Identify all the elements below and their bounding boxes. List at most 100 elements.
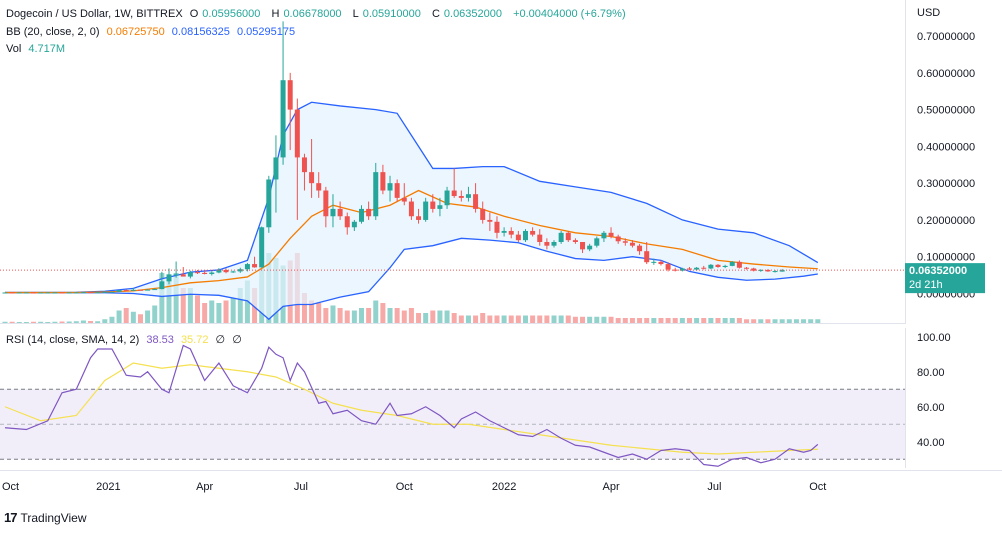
candle: [729, 261, 735, 266]
candle: [373, 172, 379, 217]
rsi-axis[interactable]: 100.00 80.00 60.00 40.00: [905, 328, 1002, 468]
price-tick-label: 0.70000000: [917, 31, 975, 43]
candle: [715, 264, 721, 268]
volume-bar: [665, 318, 671, 323]
volume-bar: [487, 315, 493, 323]
legend-bb[interactable]: BB (20, close, 2, 0) 0.06725750 0.081563…: [6, 25, 299, 39]
candle: [444, 190, 450, 206]
bb-basis-value: 0.06725750: [106, 26, 165, 38]
rsi-tick-label: 60.00: [917, 402, 945, 414]
candle: [244, 264, 250, 270]
volume-bar: [301, 293, 307, 323]
volume-bar: [772, 319, 778, 323]
candle: [145, 289, 151, 291]
volume-bar: [145, 310, 151, 323]
volume-bar: [80, 320, 86, 323]
volume-bar: [465, 315, 471, 323]
candle: [16, 292, 22, 294]
volume-bar: [530, 315, 536, 323]
candle: [216, 269, 222, 273]
volume-bar: [31, 321, 37, 323]
brand-name[interactable]: TradingView: [20, 510, 87, 525]
candle: [708, 264, 714, 269]
price-tick-label: 0.20000000: [917, 215, 975, 227]
candle: [80, 292, 86, 294]
volume-bar: [344, 310, 350, 323]
tradingview-logo-icon[interactable]: 17: [4, 510, 18, 525]
candle: [38, 292, 44, 294]
volume-bar: [380, 303, 386, 323]
candle: [123, 290, 129, 292]
candle: [480, 208, 486, 220]
candle: [102, 291, 108, 293]
volume-bar: [708, 318, 714, 323]
volume-bar: [387, 308, 393, 323]
price-pane[interactable]: [0, 0, 905, 324]
open-value: 0.05956000: [202, 8, 261, 20]
symbol-title[interactable]: Dogecoin / US Dollar, 1W, BITTREX: [6, 8, 183, 20]
candle: [437, 205, 443, 209]
legend-rsi[interactable]: RSI (14, close, SMA, 14, 2) 38.53 35.72 …: [6, 333, 246, 347]
volume-bar: [715, 318, 721, 323]
candle: [287, 80, 293, 110]
candle: [351, 221, 357, 228]
volume-bar: [736, 318, 742, 323]
volume-bar: [615, 318, 621, 323]
candle: [580, 242, 586, 250]
volume-bar: [544, 315, 550, 323]
rsi-label[interactable]: RSI (14, close, SMA, 14, 2): [6, 334, 140, 346]
volume-bar: [793, 319, 799, 323]
volume-bar: [444, 310, 450, 323]
volume-bar: [244, 280, 250, 323]
candle: [316, 183, 322, 191]
volume-bar: [786, 319, 792, 323]
volume-bar: [765, 319, 771, 323]
time-axis[interactable]: Oct 2021 Apr Jul Oct 2022 Apr Jul Oct: [0, 470, 1002, 502]
volume-bar: [216, 303, 222, 323]
rsi-pane[interactable]: [0, 328, 905, 468]
volume-bar: [679, 318, 685, 323]
bb-label[interactable]: BB (20, close, 2, 0): [6, 26, 100, 38]
volume-bar: [123, 308, 129, 323]
candle: [522, 230, 528, 241]
bb-lower-line: [5, 237, 818, 321]
candle: [180, 274, 186, 277]
candle: [651, 261, 657, 263]
candle: [259, 227, 265, 268]
volume-bar: [95, 321, 101, 323]
legend-volume[interactable]: Vol 4.717M: [6, 42, 69, 56]
candle: [173, 274, 179, 276]
volume-bar: [223, 300, 229, 323]
volume-bar: [351, 310, 357, 323]
candle: [294, 109, 300, 158]
vol-label[interactable]: Vol: [6, 43, 22, 55]
price-axis[interactable]: USD 0.70000000 0.60000000 0.50000000 0.40000…: [905, 0, 1002, 324]
volume-bar: [159, 273, 165, 323]
volume-bar: [515, 315, 521, 323]
bb-upper-value: 0.08156325: [171, 26, 230, 38]
candle: [394, 183, 400, 198]
volume-bar: [359, 308, 364, 323]
volume-bar: [758, 319, 764, 323]
candle: [487, 219, 493, 222]
candle: [52, 292, 58, 294]
close-value: 0.06352000: [443, 8, 503, 20]
volume-bar: [38, 321, 44, 323]
footer[interactable]: 17 TradingView: [4, 510, 87, 525]
candle: [658, 261, 664, 265]
candle: [31, 292, 37, 294]
bb-lower-value: 0.05295175: [236, 26, 296, 38]
candle: [2, 292, 8, 294]
candle: [252, 264, 258, 268]
candle: [644, 251, 650, 263]
volume-bar: [658, 318, 664, 323]
volume-bar: [309, 300, 315, 323]
time-tick-label: Oct: [396, 481, 413, 493]
volume-bar: [237, 288, 243, 323]
candle: [137, 289, 143, 291]
volume-bar: [744, 319, 750, 323]
candle: [366, 208, 372, 217]
volume-bar: [173, 273, 179, 323]
bar-countdown-label: 2d 21h: [909, 279, 943, 291]
